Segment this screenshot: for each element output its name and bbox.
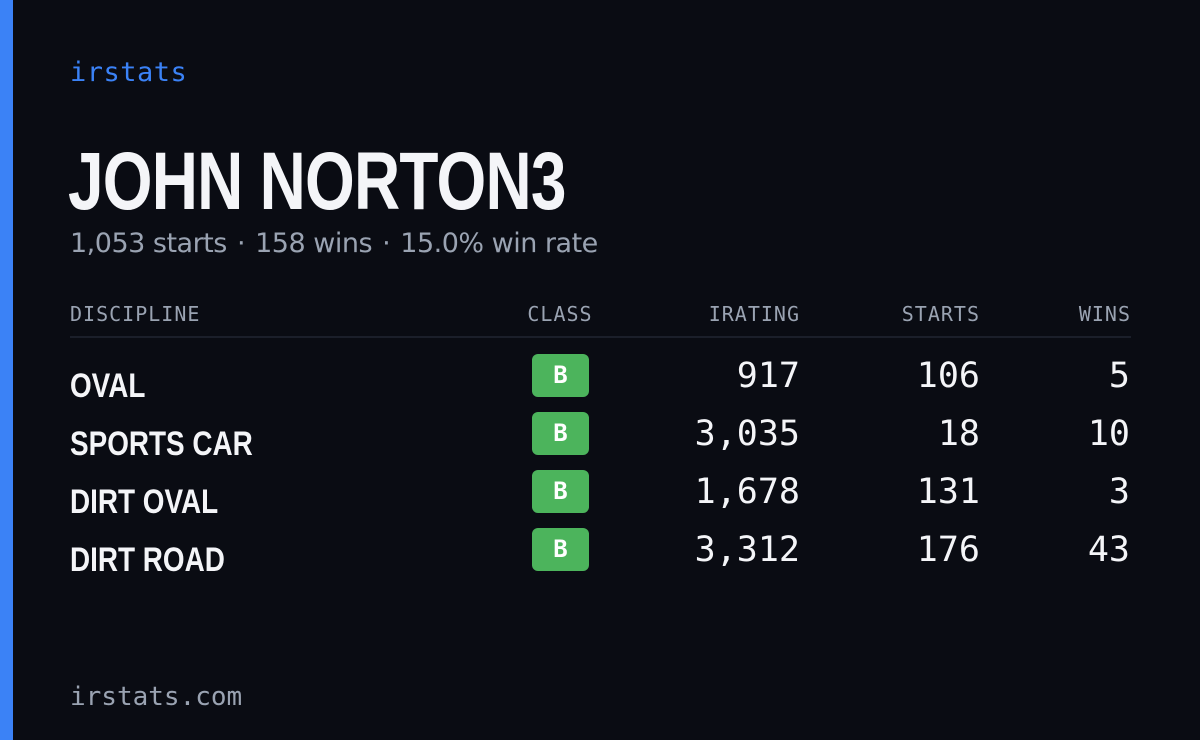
separator: · bbox=[382, 228, 391, 259]
player-summary: 1,053 starts · 158 wins · 15.0% win rate bbox=[70, 226, 598, 262]
class-badge: B bbox=[532, 354, 589, 397]
header-irating: IRATING bbox=[708, 302, 800, 326]
table-header: DISCIPLINE CLASS IRATING STARTS WINS bbox=[70, 296, 1131, 338]
table-row: DIRT OVAL B 1,678 131 3 bbox=[70, 468, 1131, 526]
starts-total: 1,053 starts bbox=[70, 228, 227, 259]
discipline-name: SPORTS CAR bbox=[70, 425, 253, 463]
discipline-name: DIRT OVAL bbox=[70, 483, 219, 521]
header-class: CLASS bbox=[527, 302, 593, 326]
wins-value: 5 bbox=[1108, 356, 1130, 396]
separator: · bbox=[236, 228, 246, 259]
class-badge: B bbox=[532, 528, 589, 571]
irating-value: 3,312 bbox=[694, 530, 800, 570]
brand-logo: irstats bbox=[70, 57, 188, 88]
starts-value: 176 bbox=[916, 530, 980, 570]
win-rate: 15.0% win rate bbox=[400, 228, 598, 259]
class-badge: B bbox=[532, 470, 589, 513]
header-wins: WINS bbox=[1078, 302, 1131, 326]
discipline-table: DISCIPLINE CLASS IRATING STARTS WINS OVA… bbox=[70, 296, 1131, 584]
irating-value: 3,035 bbox=[694, 414, 800, 454]
wins-value: 43 bbox=[1087, 530, 1130, 570]
wins-value: 3 bbox=[1108, 472, 1130, 512]
starts-value: 131 bbox=[916, 472, 980, 512]
class-badge: B bbox=[532, 412, 589, 455]
starts-value: 18 bbox=[937, 414, 980, 454]
accent-bar bbox=[0, 0, 13, 740]
wins-total: 158 wins bbox=[255, 228, 373, 259]
table-row: DIRT ROAD B 3,312 176 43 bbox=[70, 526, 1131, 584]
table-row: OVAL B 917 106 5 bbox=[70, 352, 1131, 410]
table-body: OVAL B 917 106 5 SPORTS CAR B 3,035 18 1… bbox=[70, 338, 1131, 584]
header-starts: STARTS bbox=[901, 302, 980, 326]
wins-value: 10 bbox=[1087, 414, 1130, 454]
header-discipline: DISCIPLINE bbox=[70, 302, 201, 326]
irating-value: 1,678 bbox=[694, 472, 800, 512]
player-name: JOHN NORTON3 bbox=[68, 136, 566, 227]
discipline-name: DIRT ROAD bbox=[70, 541, 225, 579]
table-row: SPORTS CAR B 3,035 18 10 bbox=[70, 410, 1131, 468]
irating-value: 917 bbox=[736, 356, 800, 396]
footer-url: irstats.com bbox=[70, 682, 243, 712]
discipline-name: OVAL bbox=[70, 367, 146, 405]
starts-value: 106 bbox=[916, 356, 980, 396]
